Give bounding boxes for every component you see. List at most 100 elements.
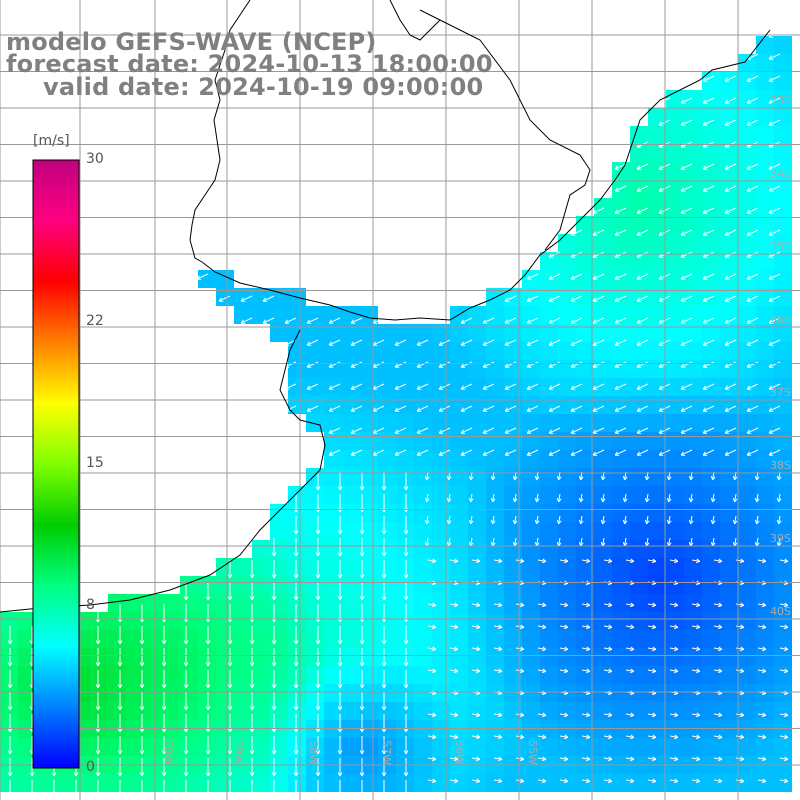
wind-cell	[180, 702, 198, 720]
wind-cell	[648, 144, 666, 162]
wind-cell	[198, 630, 216, 648]
wind-arrow	[504, 449, 517, 456]
wind-cell	[720, 576, 738, 594]
wind-arrow	[471, 602, 481, 608]
wind-cell	[720, 630, 738, 648]
wind-arrow	[205, 692, 211, 711]
wind-cell	[504, 378, 522, 396]
wind-cell	[756, 342, 774, 360]
wind-cell	[288, 342, 306, 360]
wind-cell	[576, 270, 594, 288]
wind-arrow	[359, 538, 365, 557]
wind-cell	[0, 738, 18, 756]
wind-arrow	[117, 780, 123, 799]
wind-cell	[756, 612, 774, 630]
wind-cell	[342, 396, 360, 414]
wind-cell	[720, 522, 738, 540]
wind-arrow	[249, 582, 255, 601]
wind-cell	[486, 486, 504, 504]
wind-cell	[252, 540, 270, 558]
wind-cell	[324, 360, 342, 378]
wind-cell	[288, 630, 306, 648]
wind-arrow	[666, 493, 672, 503]
wind-arrow	[581, 646, 591, 652]
wind-arrow	[359, 780, 365, 799]
wind-cell	[486, 414, 504, 432]
wind-arrow	[732, 493, 738, 503]
wind-cell	[324, 648, 342, 666]
wind-cell	[90, 774, 108, 792]
wind-cell	[378, 522, 396, 540]
lon-label: 55W	[526, 740, 539, 765]
lat-label: 33S	[770, 94, 791, 107]
wind-cell	[666, 738, 684, 756]
wind-arrow	[460, 449, 473, 456]
wind-cell	[594, 576, 612, 594]
wind-arrow	[249, 758, 255, 777]
wind-cell	[576, 594, 594, 612]
wind-cell	[162, 630, 180, 648]
wind-cell	[504, 630, 522, 648]
wind-arrow	[394, 339, 407, 346]
wind-arrow	[578, 493, 584, 503]
wind-cell	[684, 342, 702, 360]
wind-arrow	[559, 756, 569, 762]
wind-cell	[468, 558, 486, 576]
wind-arrow	[702, 97, 715, 104]
wind-cell	[558, 630, 576, 648]
wind-cell	[144, 702, 162, 720]
wind-cell	[360, 360, 378, 378]
wind-cell	[630, 288, 648, 306]
wind-cell	[108, 666, 126, 684]
wind-cell	[378, 432, 396, 450]
wind-cell	[288, 522, 306, 540]
wind-cell	[594, 198, 612, 216]
wind-arrow	[735, 778, 745, 784]
wind-cell	[90, 684, 108, 702]
wind-cell	[522, 540, 540, 558]
wind-cell	[666, 630, 684, 648]
wind-cell	[666, 774, 684, 792]
wind-cell	[360, 342, 378, 360]
wind-cell	[486, 360, 504, 378]
wind-arrow	[337, 758, 343, 777]
wind-cell	[738, 630, 756, 648]
wind-arrow	[526, 427, 539, 434]
wind-cell	[684, 648, 702, 666]
wind-cell	[720, 504, 738, 522]
wind-arrow	[768, 361, 781, 368]
wind-arrow	[416, 383, 429, 390]
wind-cell	[558, 306, 576, 324]
wind-arrow	[702, 427, 715, 434]
wind-arrow	[271, 758, 277, 777]
wind-cell	[396, 738, 414, 756]
wind-cell	[360, 774, 378, 792]
wind-arrow	[625, 756, 635, 762]
wind-arrow	[735, 558, 745, 564]
wind-arrow	[381, 538, 387, 557]
wind-arrow	[328, 361, 341, 368]
wind-arrow	[691, 668, 701, 674]
wind-cell	[738, 432, 756, 450]
wind-cell	[702, 162, 720, 180]
wind-cell	[414, 360, 432, 378]
wind-cell	[270, 702, 288, 720]
wind-arrow	[724, 229, 737, 236]
wind-cell	[648, 414, 666, 432]
colorbar-tick-label: 30	[86, 151, 104, 167]
wind-arrow	[504, 427, 517, 434]
wind-cell	[540, 468, 558, 486]
wind-cell	[126, 666, 144, 684]
wind-arrow	[293, 670, 299, 689]
wind-cell	[432, 594, 450, 612]
wind-cell	[288, 306, 306, 324]
wind-cell	[648, 738, 666, 756]
wind-cell	[630, 486, 648, 504]
wind-arrow	[493, 778, 503, 784]
wind-arrow	[381, 582, 387, 601]
wind-cell	[18, 612, 36, 630]
wind-cell	[630, 162, 648, 180]
wind-cell	[468, 306, 486, 324]
wind-cell	[414, 738, 432, 756]
